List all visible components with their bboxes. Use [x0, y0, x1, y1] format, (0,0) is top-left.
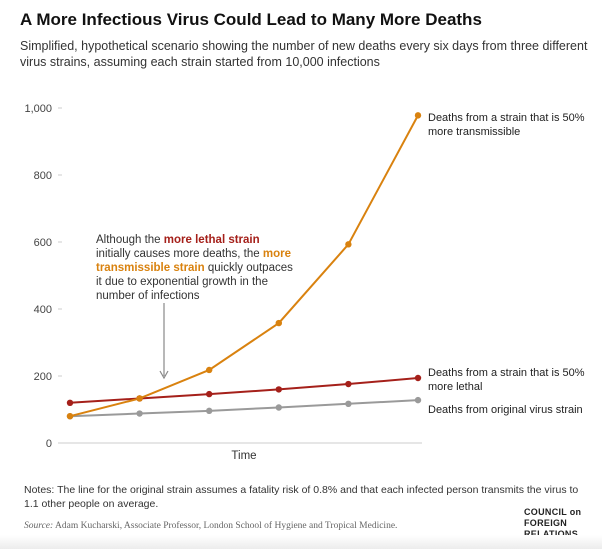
y-tick-label: 0: [46, 438, 52, 450]
data-point: [206, 407, 213, 415]
series-label-lethal: Deaths from a strain that is 50% more le…: [428, 367, 585, 393]
data-point: [206, 390, 213, 398]
logo-line: RELATIONS: [524, 529, 579, 539]
data-point: [414, 112, 422, 119]
data-point: [345, 241, 352, 248]
data-point: [206, 366, 213, 374]
data-point: [345, 380, 352, 388]
annotation-text: initially causes more deaths, the: [96, 248, 263, 260]
source-label: Source:: [24, 521, 54, 531]
series-label-original: Deaths from original virus strain: [428, 404, 583, 416]
data-point: [345, 400, 352, 408]
data-point: [66, 413, 74, 420]
bottom-fade: [0, 535, 602, 549]
data-point: [275, 319, 282, 327]
chart-subtitle: Simplified, hypothetical scenario showin…: [20, 39, 588, 69]
logo-line: COUNCIL on: [524, 507, 582, 517]
logo-line: FOREIGN: [524, 518, 568, 528]
annotation-text: Although the: [96, 234, 164, 246]
y-tick-label: 800: [34, 170, 52, 182]
source-text: Adam Kucharski, Associate Professor, Lon…: [53, 521, 398, 531]
x-axis-label: Time: [231, 450, 256, 462]
data-point: [275, 404, 282, 411]
series-line: [69, 114, 419, 418]
series-line: [69, 399, 419, 418]
annotation-lethal: more lethal strain: [163, 234, 260, 246]
data-point: [414, 396, 422, 404]
data-point: [275, 386, 282, 393]
y-tick-label: 1,000: [24, 103, 52, 115]
y-tick-label: 200: [34, 371, 52, 383]
series-label-transmissible: Deaths from a strain that is 50% more tr…: [428, 112, 585, 138]
annotation-arrowhead: [159, 370, 169, 380]
y-tick-label: 400: [34, 304, 52, 316]
data-point: [136, 410, 143, 417]
chart-title: A More Infectious Virus Could Lead to Ma…: [20, 10, 482, 29]
annotation-text: quickly outpaces it due to exponential g…: [96, 262, 293, 302]
data-point: [66, 399, 74, 406]
cfr-logo: COUNCIL on FOREIGN RELATIONS: [524, 507, 581, 540]
annotation-transmissible: more transmissible strain: [96, 248, 291, 274]
notes: Notes: The line for the original strain …: [24, 484, 579, 510]
data-point: [136, 395, 143, 402]
data-point: [414, 374, 422, 382]
source: Source: Adam Kucharski, Associate Profes…: [24, 521, 397, 531]
y-tick-label: 600: [34, 237, 52, 249]
annotation: Although the more lethal strain initiall…: [96, 233, 296, 303]
series-line: [69, 377, 419, 404]
